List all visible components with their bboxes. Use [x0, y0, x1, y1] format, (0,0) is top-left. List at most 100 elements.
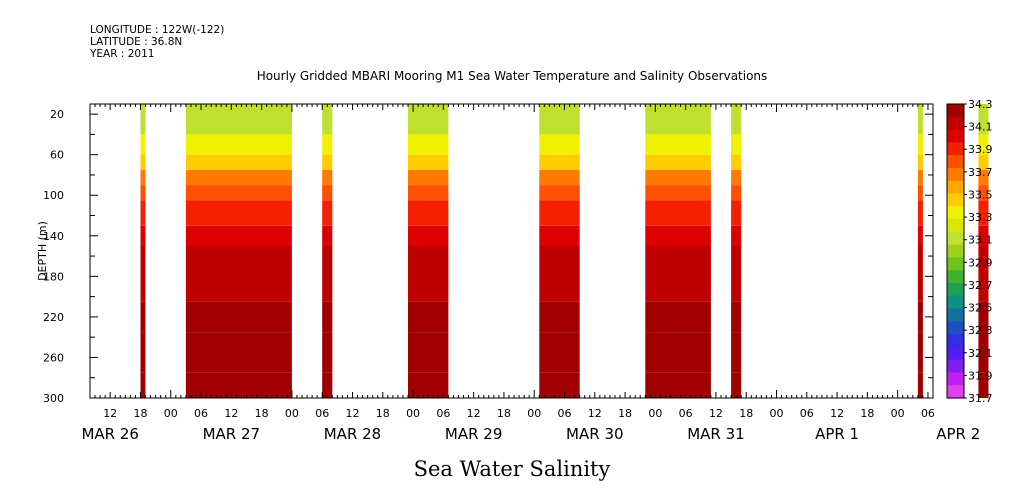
data-segment	[978, 104, 989, 398]
colorbar-swatch	[947, 180, 964, 195]
heatmap-cell	[731, 169, 742, 186]
data-segment	[917, 104, 923, 398]
colorbar-swatch	[947, 167, 964, 182]
heatmap-cell	[408, 185, 449, 201]
x-hour-label: 18	[739, 407, 753, 420]
heatmap-cell	[539, 134, 580, 155]
heatmap-cell	[539, 245, 580, 302]
axes: 12 18 00 06 12 18 00 06 12 18 00 06 12 18 00 06 12 18 00 06…	[43, 104, 980, 443]
colorbar-label: 33.5	[968, 188, 993, 201]
heatmap-cell	[978, 154, 989, 170]
heatmap-cell	[140, 134, 146, 155]
heatmap-cell	[978, 301, 989, 333]
colorbar-label: 34.3	[968, 98, 993, 111]
heatmap-cell	[408, 225, 449, 246]
heatmap-cell	[539, 332, 580, 373]
heatmap-cell	[140, 169, 146, 186]
heatmap-cell	[185, 169, 292, 186]
colorbar-label: 32.3	[968, 324, 993, 337]
x-hour-label: 00	[406, 407, 420, 420]
colorbar-swatch	[947, 321, 964, 335]
y-tick-label: 100	[43, 189, 64, 202]
heatmap-cell	[917, 104, 923, 135]
heatmap-cell	[140, 245, 146, 302]
x-hour-label: 12	[345, 407, 359, 420]
heatmap-cell	[185, 185, 292, 201]
heatmap-cell	[731, 372, 742, 398]
colorbar-swatch	[947, 116, 964, 131]
x-hour-label: 00	[164, 407, 178, 420]
x-hour-label: 06	[558, 407, 572, 420]
heatmap-cell	[322, 104, 333, 135]
colorbar-swatch	[947, 346, 964, 361]
heatmap-cell	[917, 301, 923, 333]
x-hour-label: 18	[133, 407, 147, 420]
heatmap-cell	[185, 225, 292, 246]
header-metadata: LONGITUDE : 122W(-122) LATITUDE : 36.8N …	[90, 24, 224, 60]
colorbar-swatch	[947, 142, 964, 156]
heatmap-cell	[731, 200, 742, 226]
heatmap-cell	[322, 169, 333, 186]
heatmap-cell	[917, 245, 923, 302]
heatmap-cell	[539, 185, 580, 201]
heatmap-cell	[140, 154, 146, 170]
x-hour-label: 06	[194, 407, 208, 420]
colorbar-label: 32.7	[968, 279, 993, 292]
footer-title: Sea Water Salinity	[414, 457, 611, 481]
x-hour-label: 12	[588, 407, 602, 420]
heatmap-cell	[322, 225, 333, 246]
heatmap-cell	[645, 200, 711, 226]
heatmap-cell	[645, 372, 711, 398]
heatmap-cell	[645, 225, 711, 246]
heatmap-cell	[917, 169, 923, 186]
data-segment	[322, 104, 333, 398]
colorbar-swatch	[947, 283, 964, 297]
heatmap-cell	[978, 245, 989, 302]
heatmap-cell	[408, 372, 449, 398]
heatmap-cell	[539, 154, 580, 170]
x-hour-label: 00	[648, 407, 662, 420]
data-segment	[645, 104, 711, 398]
colorbar-swatch	[947, 219, 964, 233]
colorbar-label: 33.3	[968, 211, 993, 224]
x-hour-label: 18	[618, 407, 632, 420]
data-segment	[140, 104, 146, 398]
heatmap-cell	[539, 200, 580, 226]
colorbar-swatch	[947, 295, 964, 310]
heatmap-cell	[645, 332, 711, 373]
x-date-label: MAR 28	[324, 425, 381, 443]
heatmap-cell	[408, 332, 449, 373]
plot-frame	[89, 103, 934, 399]
y-tick-label: 180	[43, 270, 64, 283]
heatmap-cell	[645, 134, 711, 155]
heatmap-cell	[917, 200, 923, 226]
x-hour-label: 00	[527, 407, 541, 420]
colorbar-swatch	[947, 334, 964, 348]
heatmap-cell	[140, 225, 146, 246]
heatmap-cell	[645, 245, 711, 302]
heatmap-cell	[185, 245, 292, 302]
heatmap-cell	[978, 225, 989, 246]
heatmap-cell	[731, 185, 742, 201]
plot-area	[140, 104, 989, 398]
colorbar-swatch	[947, 244, 964, 258]
heatmap-cell	[978, 372, 989, 398]
data-segment	[539, 104, 580, 398]
y-tick-label: 60	[50, 149, 64, 162]
colorbar-frame	[946, 103, 965, 399]
colorbar-swatch	[947, 359, 964, 374]
heatmap-cell	[185, 372, 292, 398]
heatmap-cell	[408, 169, 449, 186]
heatmap-cell	[978, 185, 989, 201]
heatmap-cell	[322, 185, 333, 201]
x-hour-label: 18	[255, 407, 269, 420]
colorbar-swatch	[947, 270, 964, 284]
heatmap-cell	[408, 245, 449, 302]
heatmap-cell	[731, 332, 742, 373]
heatmap-cell	[408, 154, 449, 170]
colorbar-label: 31.7	[968, 392, 993, 405]
x-hour-label: 00	[770, 407, 784, 420]
heatmap-cell	[731, 301, 742, 333]
heatmap-cell	[539, 104, 580, 135]
latitude-label: LATITUDE : 36.8N	[90, 36, 183, 48]
